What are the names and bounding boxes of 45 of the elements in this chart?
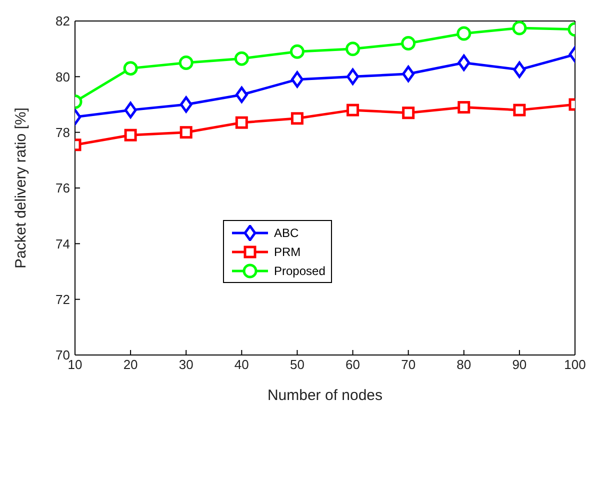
point — [513, 104, 526, 116]
x-tick-label: 60 — [346, 357, 360, 372]
y-tick-label: 76 — [56, 180, 70, 196]
legend-label: ABC — [274, 226, 299, 240]
point — [290, 44, 304, 59]
point — [234, 51, 249, 66]
y-axis-title: Packet delivery ratio [%] — [12, 108, 30, 268]
x-tick-label: 40 — [234, 357, 249, 372]
point — [235, 86, 248, 104]
point — [290, 71, 304, 88]
x-tick-label: 30 — [178, 357, 194, 372]
point — [346, 104, 360, 116]
legend-label: PRM — [274, 244, 301, 258]
point — [456, 26, 472, 41]
x-tick-label: 70 — [401, 357, 416, 372]
x-tick-label: 50 — [290, 357, 304, 372]
point — [124, 102, 137, 118]
point — [402, 66, 415, 82]
y-tick-label: 70 — [56, 348, 70, 363]
point — [401, 36, 416, 51]
point — [513, 61, 526, 78]
point — [290, 112, 304, 125]
x-tick-label: 20 — [123, 357, 138, 372]
point — [180, 96, 192, 113]
y-tick-label: 78 — [56, 124, 70, 140]
point — [123, 61, 138, 76]
legend-label: Proposed — [274, 264, 326, 278]
x-tick-label: 100 — [564, 357, 586, 372]
x-tick-label: 80 — [456, 357, 472, 372]
point — [458, 101, 470, 114]
y-tick-label: 82 — [56, 14, 70, 29]
y-tick-label: 80 — [56, 69, 70, 84]
point — [180, 126, 192, 139]
point — [235, 116, 248, 129]
point — [178, 56, 194, 70]
x-axis-title: Number of nodes — [267, 387, 383, 404]
y-tick-label: 74 — [56, 236, 70, 252]
x-tick-label: 90 — [512, 357, 527, 372]
point — [346, 68, 360, 85]
point — [124, 128, 137, 142]
point — [458, 54, 470, 71]
point — [512, 21, 527, 36]
point — [402, 106, 415, 120]
point — [346, 42, 360, 56]
y-tick-label: 72 — [56, 292, 70, 307]
